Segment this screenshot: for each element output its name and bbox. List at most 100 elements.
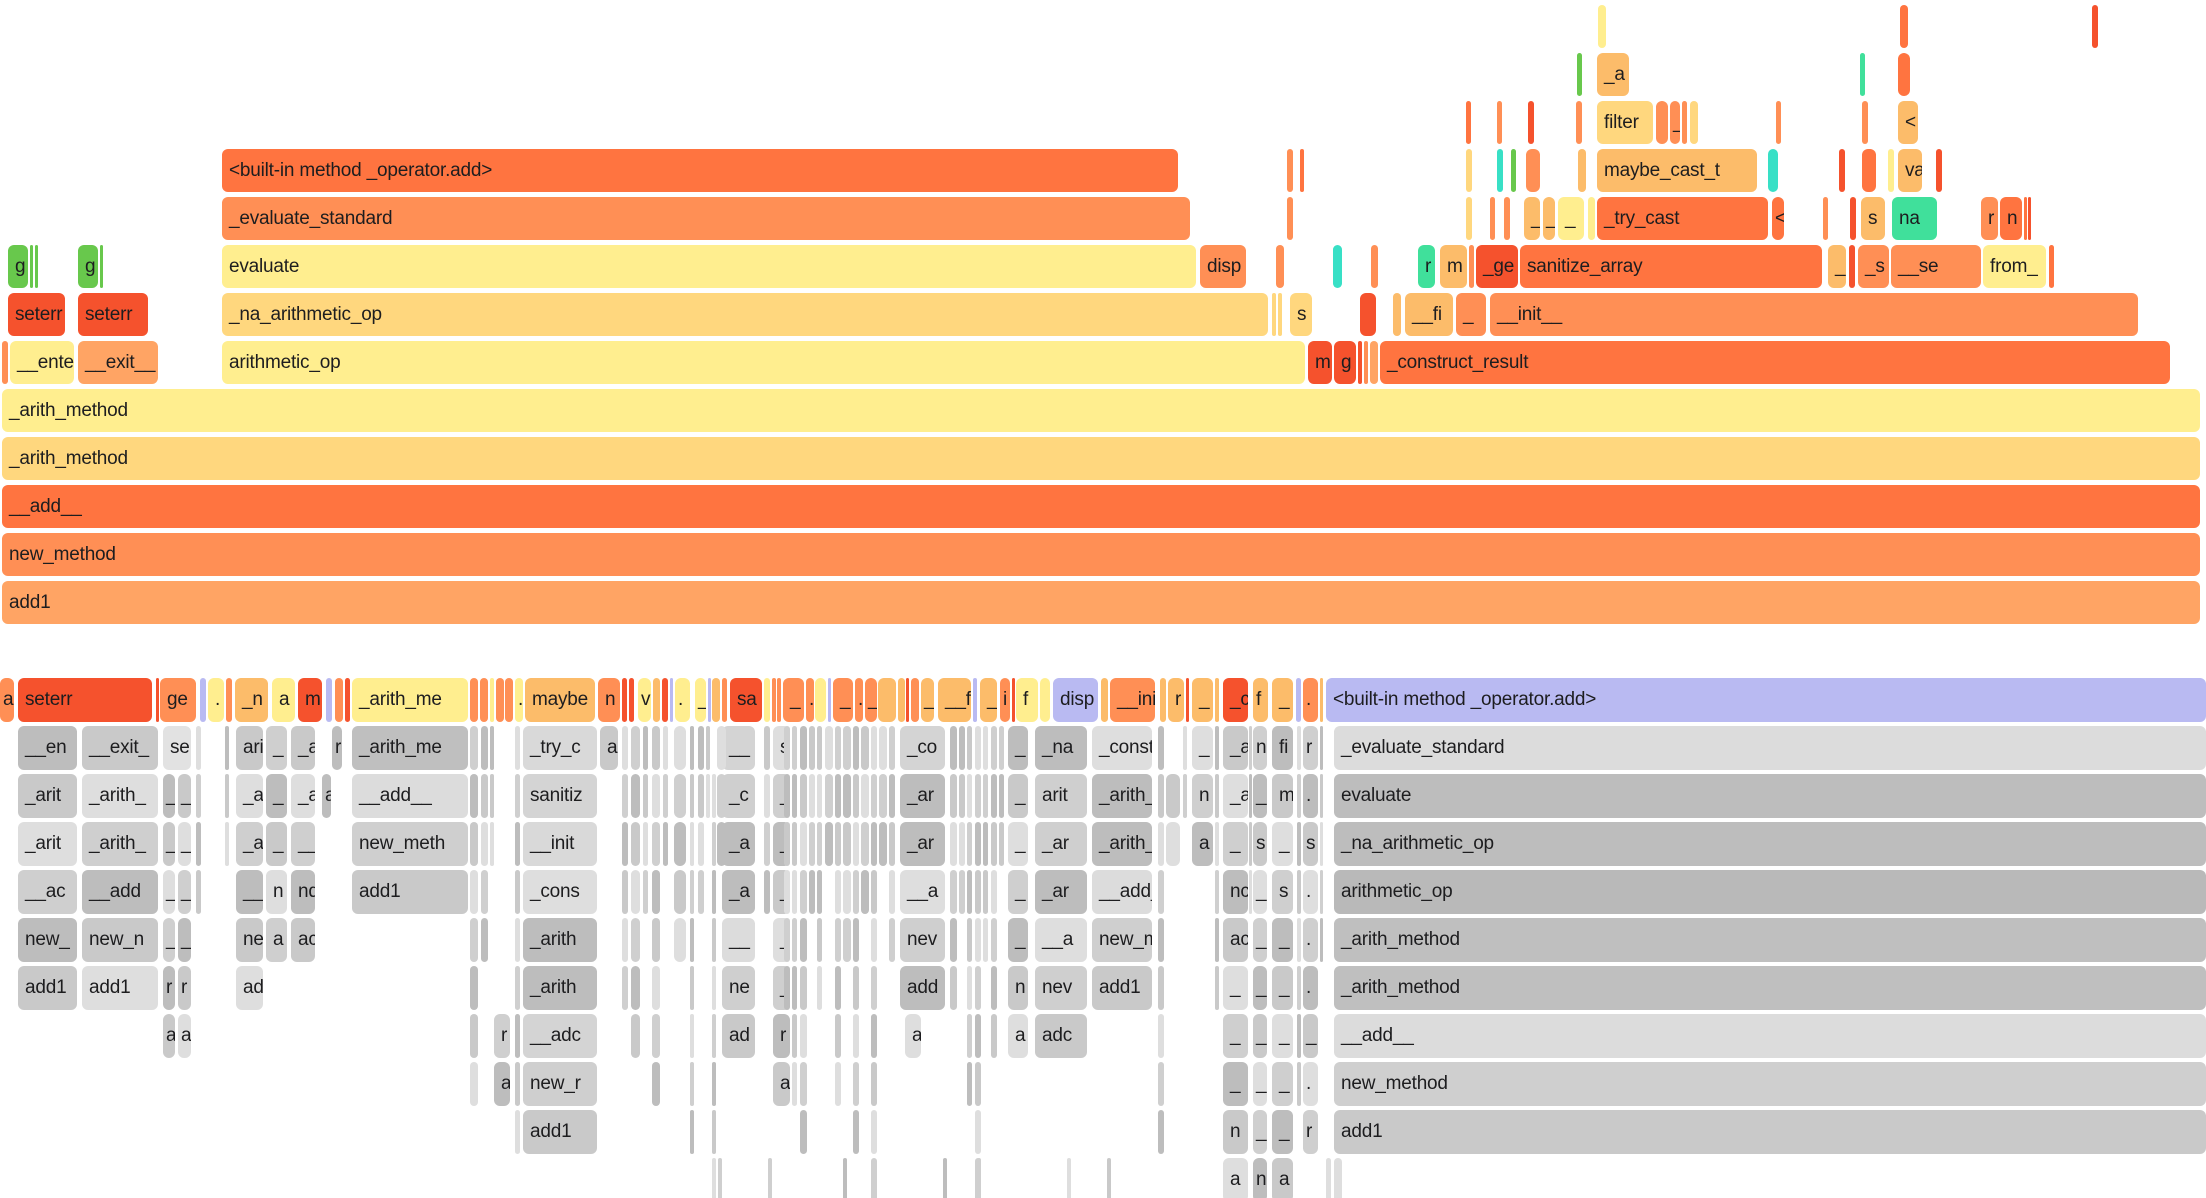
flame-frame-sliver[interactable] bbox=[871, 822, 877, 866]
flame-frame-sliver[interactable] bbox=[1320, 918, 1323, 962]
flame-frame-sliver[interactable] bbox=[1888, 149, 1894, 192]
flame-frame-sliver[interactable] bbox=[1158, 966, 1164, 1010]
flame-frame-sliver[interactable] bbox=[196, 822, 201, 866]
flame-frame-sliver[interactable] bbox=[643, 822, 648, 866]
flame-frame-sliver[interactable] bbox=[1656, 101, 1668, 144]
flame-frame-sliver[interactable] bbox=[674, 918, 686, 962]
flame-frame-gray[interactable]: ac bbox=[291, 918, 315, 962]
flame-frame-gray[interactable]: ad bbox=[722, 1014, 755, 1058]
flame-frame-sliver[interactable] bbox=[853, 822, 859, 866]
flame-frame-sliver[interactable] bbox=[722, 678, 727, 722]
flame-frame-sliver[interactable] bbox=[1320, 822, 1323, 866]
flame-frame-sliver[interactable] bbox=[792, 726, 797, 770]
flame-frame-sliver[interactable] bbox=[674, 726, 686, 770]
flame-frame-sliver[interactable] bbox=[817, 918, 822, 962]
flame-frame-sliver[interactable] bbox=[843, 870, 851, 914]
flame-frame-sliver[interactable] bbox=[690, 1110, 694, 1154]
flame-frame-gray[interactable]: . bbox=[1303, 918, 1318, 962]
flame-frame-sliver[interactable] bbox=[1297, 966, 1301, 1010]
flame-frame-sliver[interactable] bbox=[643, 774, 648, 818]
flame-frame-sliver[interactable] bbox=[1497, 149, 1503, 192]
flame-frame-gray[interactable]: _evaluate_standard bbox=[1334, 726, 2206, 770]
flame-frame-sliver[interactable]: _ bbox=[1543, 197, 1555, 240]
flame-frame[interactable]: __se bbox=[1891, 245, 1981, 288]
flame-frame-gray[interactable]: _a bbox=[291, 774, 315, 818]
flame-frame-gray[interactable]: _ bbox=[1272, 1110, 1293, 1154]
flame-frame-sliver[interactable] bbox=[652, 966, 660, 1010]
flame-frame-gray[interactable]: _arith_method bbox=[1334, 918, 2206, 962]
flame-frame-gray[interactable]: _ bbox=[266, 726, 287, 770]
flame-frame-gray[interactable]: a bbox=[1223, 1158, 1248, 1198]
flame-frame-sliver[interactable] bbox=[1690, 101, 1698, 144]
flame-frame-gray[interactable]: _ bbox=[1223, 966, 1248, 1010]
flame-frame-sliver[interactable] bbox=[764, 678, 770, 722]
flame-frame[interactable]: r bbox=[1168, 678, 1184, 722]
flame-frame-gray[interactable]: _ar bbox=[1035, 822, 1087, 866]
flame-frame-sliver[interactable] bbox=[835, 1014, 841, 1058]
flame-frame-gray[interactable]: new_method bbox=[1334, 1062, 2206, 1106]
flame-frame[interactable]: arithmetic_op bbox=[222, 341, 1305, 384]
flame-frame-sliver[interactable] bbox=[345, 678, 350, 722]
flame-frame-sliver[interactable] bbox=[622, 726, 628, 770]
flame-frame-sliver[interactable] bbox=[156, 678, 159, 722]
flame-frame-sliver[interactable] bbox=[690, 726, 694, 770]
flame-frame[interactable]: n bbox=[2000, 197, 2022, 240]
flame-frame-sliver[interactable] bbox=[225, 822, 229, 866]
flame-frame-sliver[interactable] bbox=[712, 918, 716, 962]
flame-frame-sliver[interactable] bbox=[1158, 1062, 1164, 1106]
flame-frame-sliver[interactable] bbox=[470, 726, 478, 770]
flame-frame-sliver[interactable] bbox=[100, 245, 103, 288]
flame-frame-sliver[interactable] bbox=[712, 966, 716, 1010]
flame-frame-gray[interactable]: new_r bbox=[523, 1062, 597, 1106]
flame-frame-sliver[interactable] bbox=[959, 870, 965, 914]
flame-frame-sliver[interactable] bbox=[1578, 149, 1586, 192]
flame-frame-sliver[interactable] bbox=[784, 822, 790, 866]
flame-frame[interactable]: maybe bbox=[525, 678, 595, 722]
flame-frame-sliver[interactable] bbox=[515, 726, 520, 770]
flame-frame-sliver[interactable] bbox=[1287, 197, 1293, 240]
flame-frame-sliver[interactable] bbox=[879, 774, 887, 818]
flame-frame[interactable] bbox=[1360, 293, 1376, 336]
flame-frame-sliver[interactable] bbox=[698, 870, 704, 914]
flame-frame[interactable]: _ bbox=[1828, 245, 1846, 288]
flame-frame-sliver[interactable] bbox=[967, 966, 972, 1010]
flame-frame-sliver[interactable] bbox=[975, 1110, 981, 1154]
flame-frame-sliver[interactable] bbox=[1272, 293, 1276, 336]
flame-frame-sliver[interactable] bbox=[643, 726, 648, 770]
flame-frame-sliver[interactable] bbox=[631, 726, 640, 770]
flame-frame-sliver[interactable] bbox=[470, 774, 478, 818]
flame-frame-sliver[interactable] bbox=[991, 870, 997, 914]
flame-frame-sliver[interactable] bbox=[1158, 726, 1164, 770]
flame-frame-gray[interactable]: _arith_ bbox=[1092, 774, 1152, 818]
flame-frame-sliver[interactable] bbox=[1067, 1158, 1071, 1198]
flame-frame-gray[interactable]: _ bbox=[1303, 1014, 1318, 1058]
flame-frame-gray[interactable]: add1 bbox=[18, 966, 77, 1010]
flame-frame-sliver[interactable] bbox=[1860, 53, 1865, 96]
flame-frame-sliver[interactable] bbox=[975, 966, 981, 1010]
flame-frame-sliver[interactable] bbox=[800, 1014, 807, 1058]
flame-frame[interactable]: _arith_method bbox=[2, 437, 2200, 480]
flame-frame-gray[interactable]: _ bbox=[1008, 774, 1028, 818]
flame-frame[interactable]: filter bbox=[1597, 101, 1653, 144]
flame-frame[interactable]: _a bbox=[1597, 53, 1629, 96]
flame-frame-sliver[interactable] bbox=[712, 774, 716, 818]
flame-frame[interactable]: __f bbox=[938, 678, 971, 722]
flame-frame-sliver[interactable] bbox=[792, 966, 797, 1010]
flame-frame-gray[interactable]: nc bbox=[1223, 870, 1248, 914]
flame-frame-sliver[interactable] bbox=[853, 918, 859, 962]
flame-frame-sliver[interactable] bbox=[871, 918, 877, 962]
flame-frame-gray[interactable]: s bbox=[1253, 822, 1267, 866]
flame-frame-gray[interactable]: _ bbox=[1272, 966, 1293, 1010]
flame-frame[interactable]: _n bbox=[235, 678, 268, 722]
flame-frame[interactable]: m bbox=[298, 678, 322, 722]
flame-frame-sliver[interactable] bbox=[879, 726, 887, 770]
flame-frame-sliver[interactable] bbox=[1466, 149, 1472, 192]
flame-frame-sliver[interactable] bbox=[1158, 870, 1164, 914]
flame-frame-sliver[interactable]: _ bbox=[865, 678, 877, 722]
flame-frame-sliver[interactable] bbox=[1588, 197, 1595, 240]
flame-frame-sliver[interactable] bbox=[698, 822, 704, 866]
flame-frame-gray[interactable]: add bbox=[900, 966, 945, 1010]
flame-frame-gray[interactable]: _ bbox=[1272, 1014, 1293, 1058]
flame-frame-sliver[interactable] bbox=[861, 822, 869, 866]
flame-frame-gray[interactable]: . bbox=[1303, 870, 1318, 914]
